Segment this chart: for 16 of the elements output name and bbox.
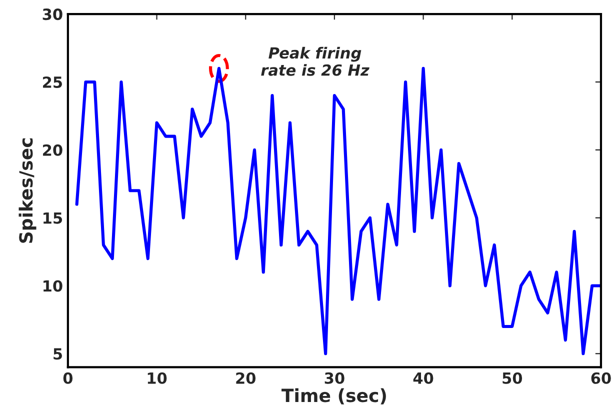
annotation: Peak firing rate is 26 Hz bbox=[261, 46, 370, 76]
x-tick-label: 20 bbox=[236, 372, 256, 384]
x-tick-label: 0 bbox=[63, 372, 73, 384]
x-tick-label: 10 bbox=[148, 372, 167, 384]
x-tick-label: 50 bbox=[502, 372, 522, 384]
x-tick-label: 30 bbox=[324, 372, 344, 384]
y-tick-label: 25 bbox=[43, 76, 62, 88]
x-tick-label: 60 bbox=[591, 372, 611, 384]
y-tick-label: 30 bbox=[42, 8, 62, 20]
y-axis-title: Spikes/sec bbox=[18, 138, 36, 243]
y-tick-label: 20 bbox=[43, 144, 62, 156]
y-tick-label: 5 bbox=[54, 348, 62, 360]
x-axis-title: Time (sec) bbox=[282, 388, 386, 404]
y-tick-label: 15 bbox=[44, 212, 62, 224]
y-tick-label: 10 bbox=[44, 280, 62, 292]
x-tick-label: 40 bbox=[413, 372, 434, 384]
